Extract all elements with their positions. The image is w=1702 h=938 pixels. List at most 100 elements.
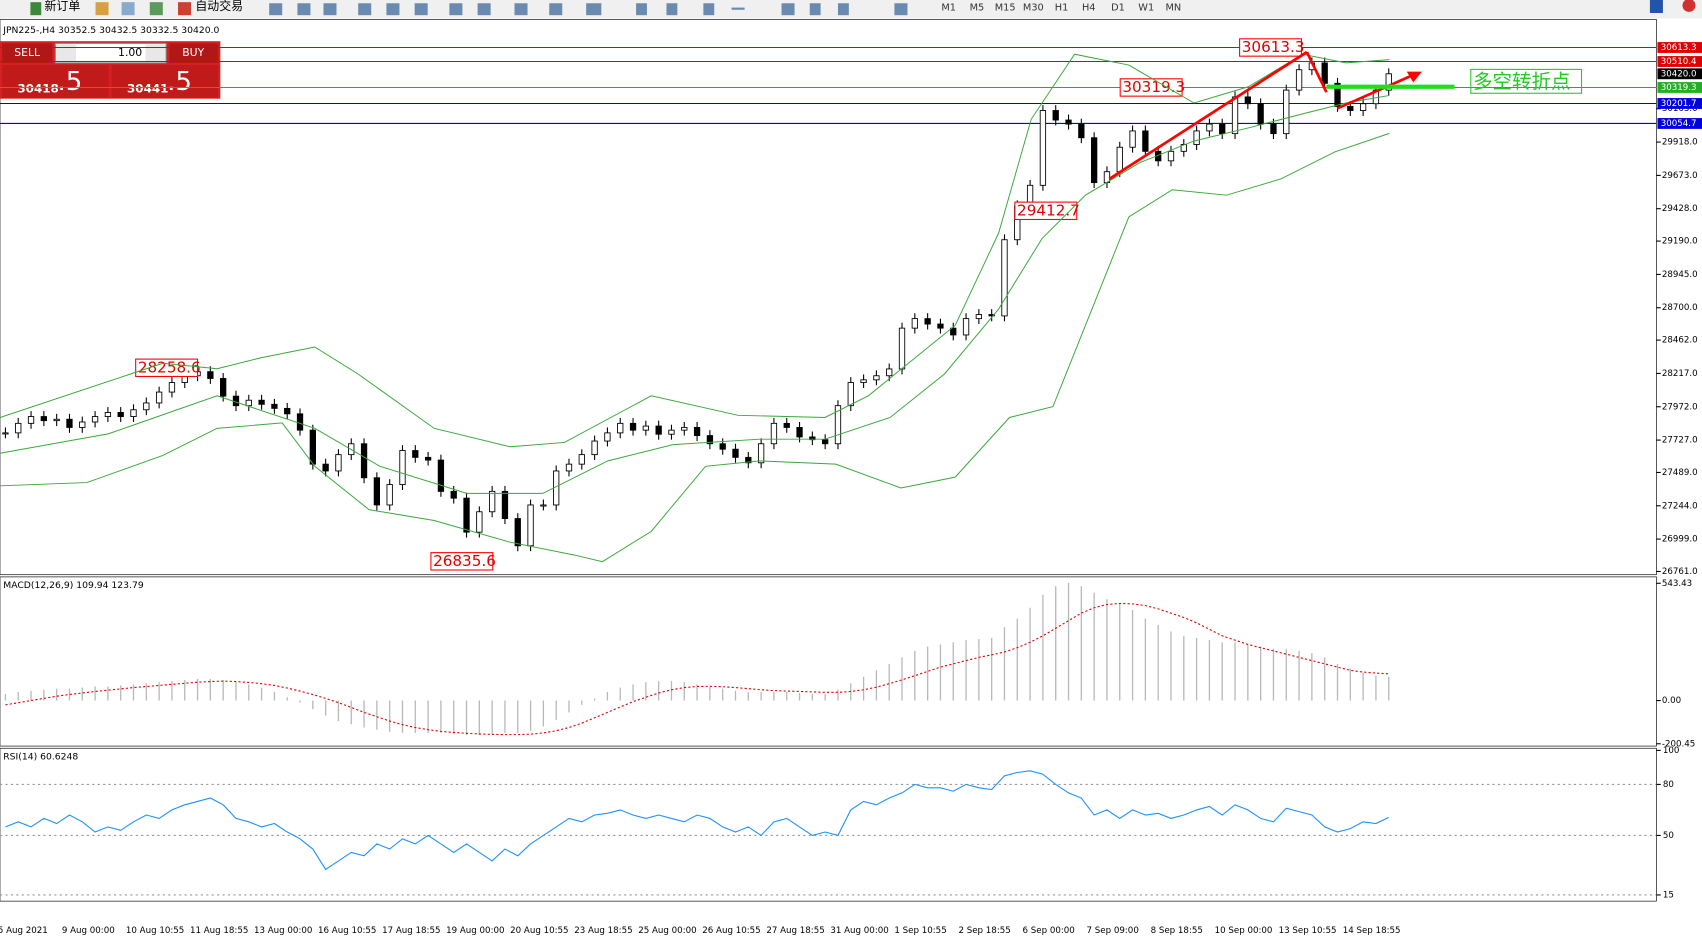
y-tick-label: 27244.0 bbox=[1662, 501, 1698, 511]
timeframe[interactable]: D1 bbox=[1111, 3, 1125, 14]
sell-price-box[interactable] bbox=[2, 65, 109, 98]
sell-label[interactable]: SELL bbox=[14, 46, 40, 59]
level-badge bbox=[1657, 82, 1702, 93]
rsi-label: RSI(14) 60.6248 bbox=[3, 751, 78, 762]
signal-line bbox=[5, 602, 1389, 736]
icon[interactable] bbox=[1649, 0, 1663, 14]
candle bbox=[937, 323, 944, 329]
y-tick-label: 15 bbox=[1663, 890, 1674, 900]
x-tick-label: 2 Sep 18:55 bbox=[958, 926, 1010, 936]
candle bbox=[514, 518, 521, 547]
buy-price-box[interactable] bbox=[111, 65, 219, 98]
candle bbox=[1257, 103, 1264, 125]
x-tick-label: 26 Aug 10:55 bbox=[702, 926, 760, 936]
candle bbox=[962, 318, 970, 336]
candle bbox=[1219, 123, 1226, 135]
candle bbox=[91, 416, 99, 423]
sell-button[interactable] bbox=[2, 43, 53, 63]
candle bbox=[706, 435, 714, 445]
lots[interactable]: 1.00 bbox=[118, 46, 142, 59]
candle bbox=[719, 443, 726, 450]
candle bbox=[975, 314, 983, 320]
annotation-box bbox=[135, 358, 199, 377]
x-tick-label: 19 Aug 00:00 bbox=[446, 926, 504, 936]
icon[interactable] bbox=[121, 2, 135, 16]
level-label: 30613.3 bbox=[1661, 43, 1697, 53]
candle bbox=[15, 422, 22, 434]
candle bbox=[1180, 144, 1187, 152]
y-tick-label: 27972.0 bbox=[1662, 402, 1698, 412]
x-tick-label: 11 Aug 18:55 bbox=[190, 926, 248, 936]
candle bbox=[360, 443, 368, 479]
candle bbox=[655, 425, 662, 435]
candle bbox=[143, 402, 150, 411]
candle bbox=[604, 432, 611, 442]
icon[interactable] bbox=[95, 2, 109, 16]
candle bbox=[1142, 130, 1149, 152]
timeframe[interactable]: MN bbox=[1166, 3, 1182, 14]
annotation: 26835.6 bbox=[433, 552, 496, 570]
candle bbox=[488, 490, 496, 513]
candle bbox=[155, 391, 163, 404]
candle bbox=[501, 490, 509, 519]
candle bbox=[309, 429, 316, 465]
candle bbox=[693, 426, 701, 437]
level-badge bbox=[1657, 98, 1702, 109]
timeframe[interactable]: M30 bbox=[1023, 3, 1044, 14]
candle bbox=[860, 379, 867, 383]
candle bbox=[220, 378, 227, 397]
level-badge bbox=[1657, 68, 1702, 80]
y-tick-label: 543.43 bbox=[1662, 579, 1692, 589]
y-tick-label: 26761.0 bbox=[1662, 567, 1698, 577]
candle bbox=[1270, 123, 1277, 135]
lots-input[interactable] bbox=[54, 42, 167, 64]
candle bbox=[117, 412, 124, 417]
main-pane bbox=[0, 19, 1657, 576]
candle bbox=[783, 422, 790, 428]
candle bbox=[373, 477, 381, 506]
buy-button[interactable] bbox=[169, 43, 219, 63]
x-tick-label: 1 Sep 10:55 bbox=[894, 926, 946, 936]
auto-trading[interactable]: 自动交易 bbox=[195, 0, 243, 13]
y-tick-label: 0.00 bbox=[1662, 696, 1681, 706]
bollinger-bands bbox=[0, 53, 1390, 563]
new-order[interactable]: 新订单 bbox=[45, 0, 81, 13]
timeframe[interactable]: W1 bbox=[1138, 3, 1154, 14]
annotation-box bbox=[1239, 38, 1303, 57]
x-tick-label: 10 Sep 00:00 bbox=[1215, 926, 1273, 936]
timeframe[interactable]: M15 bbox=[995, 3, 1016, 14]
candle bbox=[822, 439, 829, 445]
candle bbox=[1116, 146, 1123, 173]
x-tick-label: 17 Aug 18:55 bbox=[382, 926, 440, 936]
candle bbox=[53, 418, 60, 422]
icon[interactable] bbox=[30, 2, 42, 16]
buy-pips: .5 bbox=[167, 67, 192, 97]
level-badge bbox=[1657, 118, 1702, 129]
candle bbox=[1039, 110, 1047, 186]
timeframe[interactable]: H1 bbox=[1055, 3, 1069, 14]
timeframe[interactable]: M5 bbox=[970, 3, 985, 14]
candle bbox=[988, 314, 995, 317]
spin-down[interactable] bbox=[56, 44, 76, 62]
spin-up[interactable] bbox=[145, 44, 165, 62]
level-label: 30201.7 bbox=[1661, 99, 1697, 109]
y-tick-label: 28945.0 bbox=[1662, 270, 1698, 280]
x-tick-label: 7 Sep 09:00 bbox=[1087, 926, 1139, 936]
toolbar bbox=[0, 0, 1702, 19]
icon[interactable] bbox=[149, 2, 163, 16]
x-tick-label: 25 Aug 00:00 bbox=[638, 926, 696, 936]
candle bbox=[1295, 69, 1303, 91]
buy-label[interactable]: BUY bbox=[182, 46, 204, 59]
annotation: 30319.3 bbox=[1122, 78, 1185, 96]
y-tick-label: 29918.0 bbox=[1662, 138, 1698, 148]
candle bbox=[1065, 119, 1072, 125]
x-tick-label: 23 Aug 18:55 bbox=[574, 926, 632, 936]
timeframe[interactable]: H4 bbox=[1082, 3, 1096, 14]
candle bbox=[732, 448, 739, 458]
alert[interactable] bbox=[1682, 0, 1696, 12]
x-tick-label: 27 Aug 18:55 bbox=[766, 926, 824, 936]
timeframe[interactable]: M1 bbox=[941, 3, 956, 14]
icon[interactable] bbox=[178, 2, 192, 16]
